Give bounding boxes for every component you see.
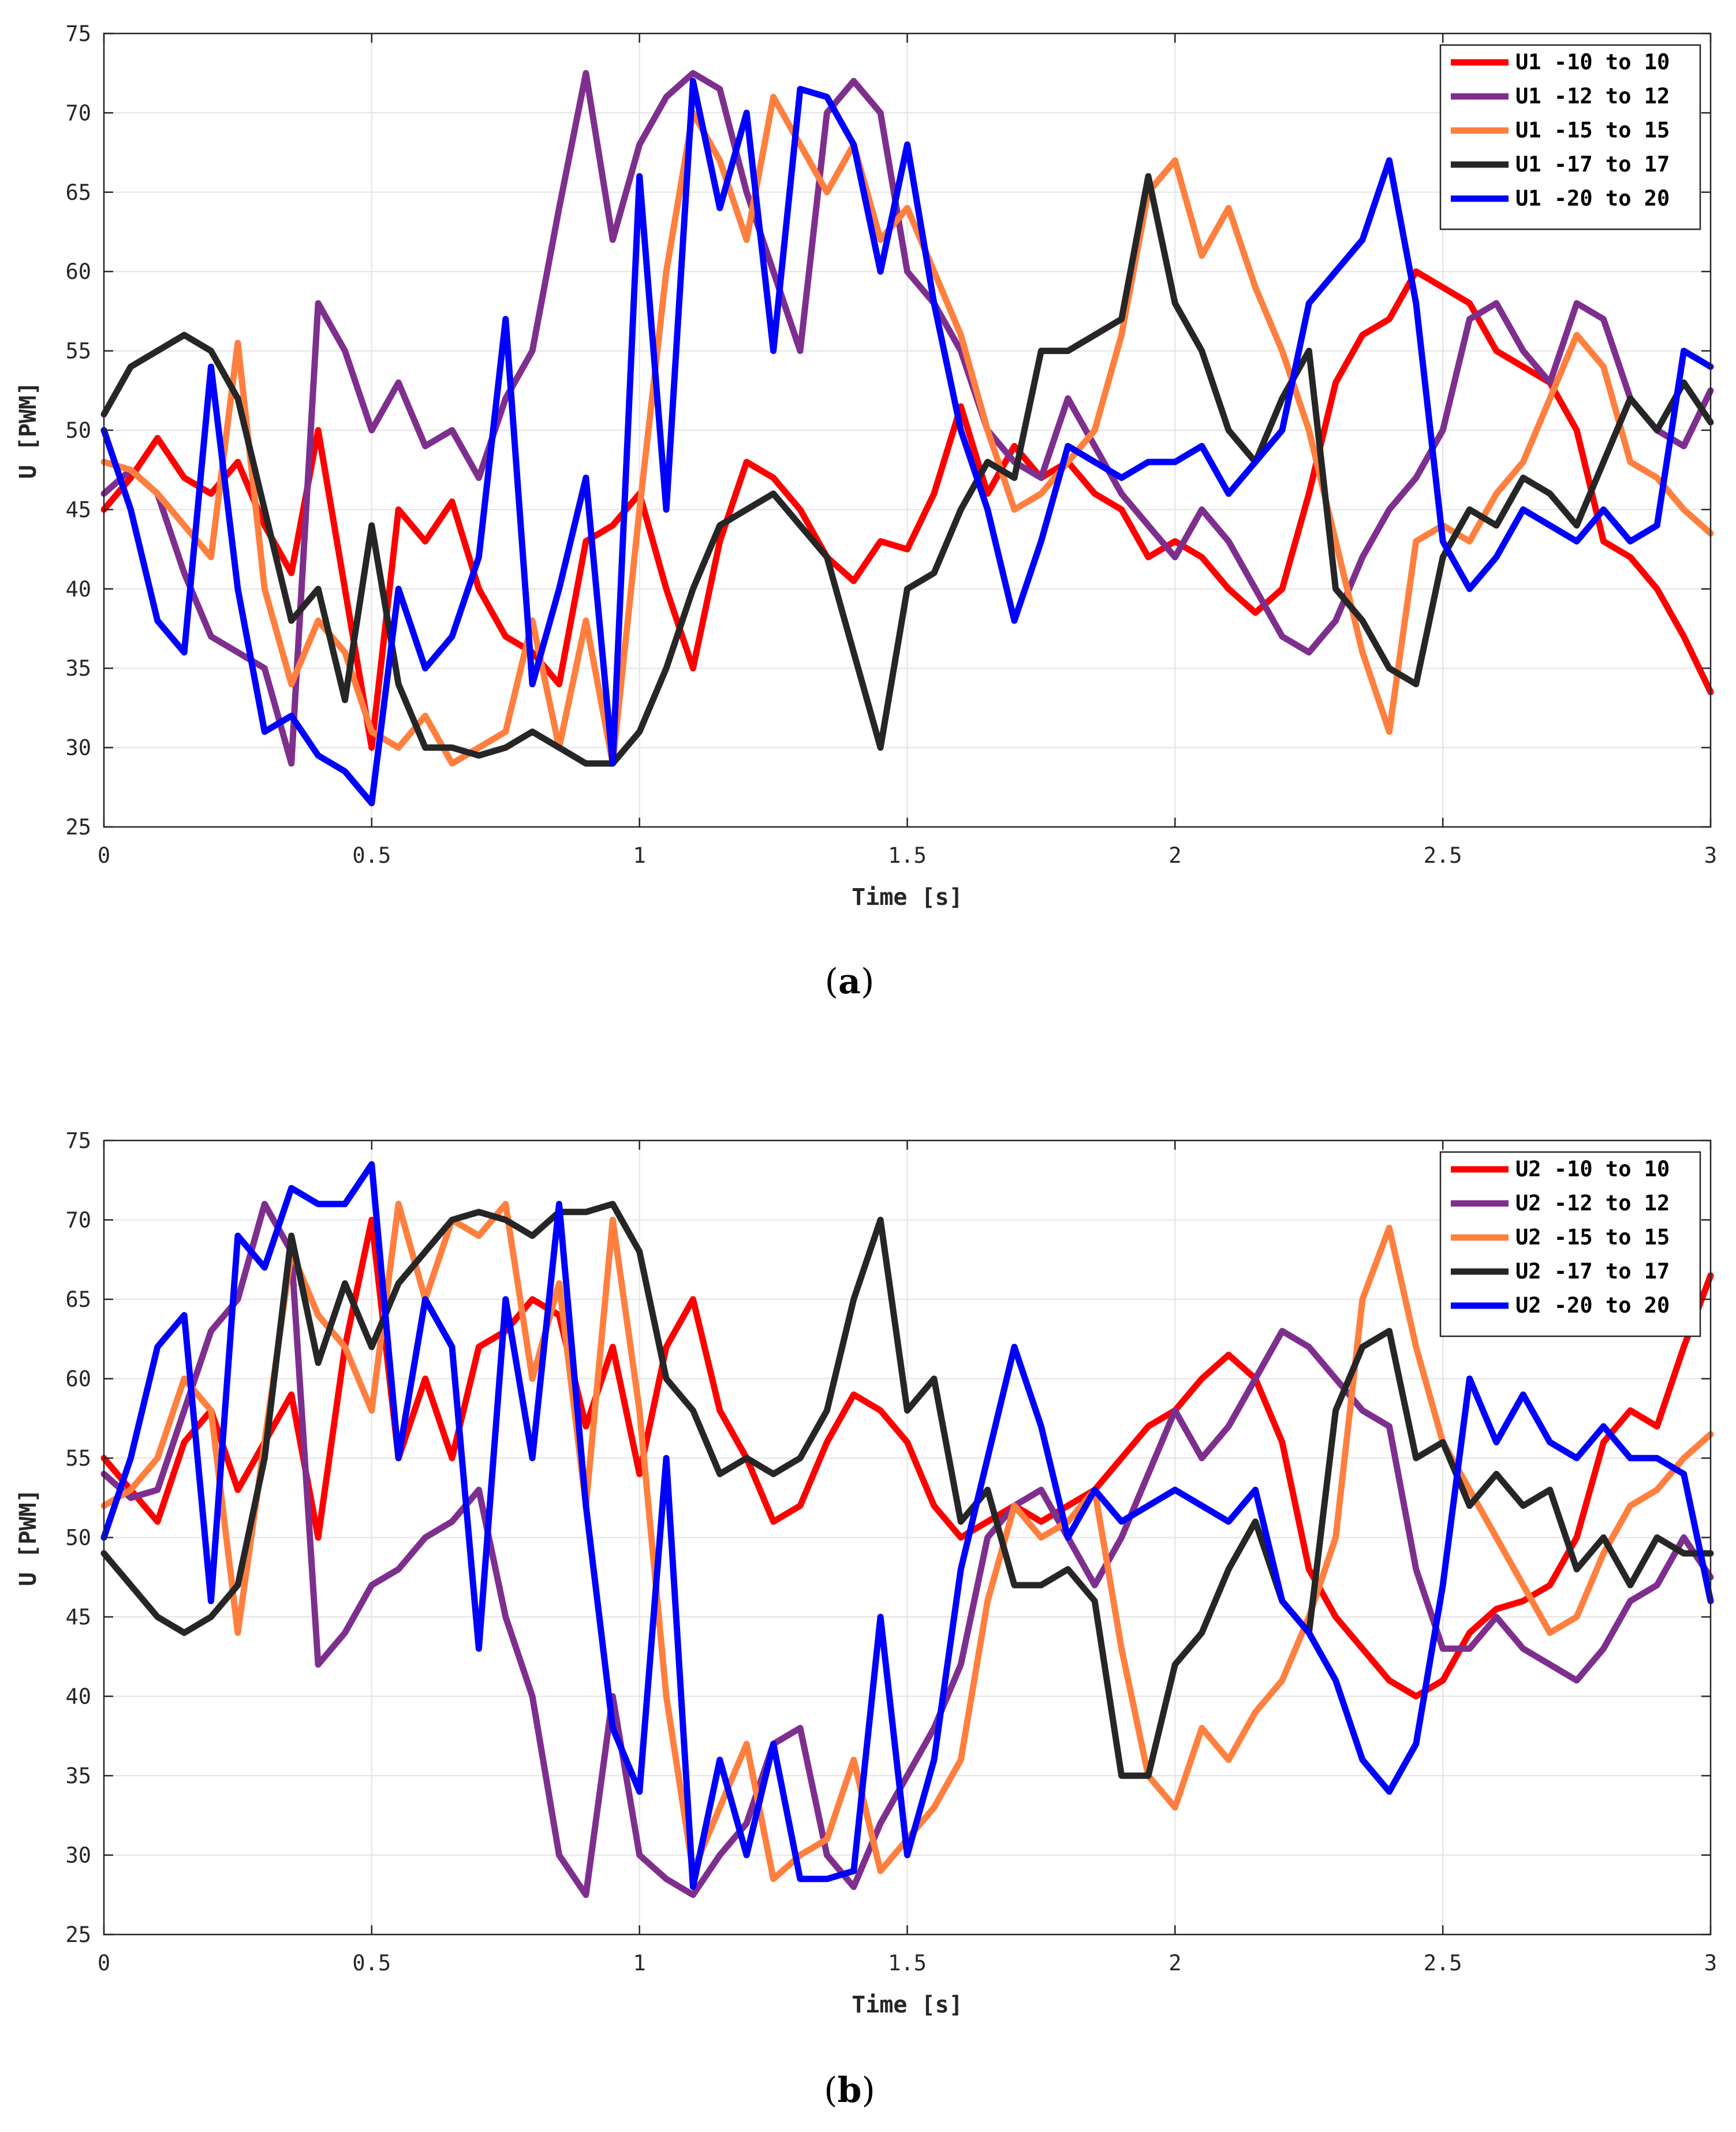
- series-line-2: [100, 1201, 1714, 1898]
- legend-label-3: U2 -15 to 15: [1515, 1225, 1670, 1250]
- y-tick-label: 50: [65, 1526, 91, 1550]
- x-axis-label: Time [s]: [852, 1992, 963, 2018]
- legend: U2 -10 to 10 U2 -12 to 12 U2 -15 to 15 U2 -…: [1439, 1151, 1701, 1337]
- series-line-2: [100, 70, 1714, 767]
- caption-letter: b: [838, 2070, 862, 2111]
- legend: U1 -10 to 10 U1 -12 to 12 U1 -15 to 15 U1 -…: [1439, 44, 1701, 230]
- x-tick-label: 3: [1704, 843, 1717, 868]
- series-line-5: [100, 77, 1714, 807]
- figure-caption: (b): [824, 2070, 875, 2111]
- x-tick-label: 3: [1704, 1951, 1717, 1976]
- y-tick-label: 30: [65, 736, 91, 761]
- series-line-4: [100, 1201, 1714, 1779]
- legend-label-2: U2 -12 to 12: [1515, 1191, 1670, 1216]
- x-tick-label: 1: [633, 843, 646, 868]
- y-tick-label: 65: [65, 1287, 91, 1312]
- series-line-5: [100, 1161, 1714, 1890]
- caption-open-paren: (: [825, 961, 838, 1002]
- y-tick-label: 35: [65, 656, 91, 681]
- y-tick-label: 45: [65, 497, 91, 522]
- legend-label-1: U2 -10 to 10: [1515, 1157, 1670, 1181]
- y-tick-label: 40: [65, 577, 91, 602]
- x-tick-label: 1.5: [888, 1951, 927, 1976]
- y-tick-label: 60: [65, 259, 91, 284]
- legend-label-4: U2 -17 to 17: [1515, 1259, 1670, 1284]
- series-line-1: [100, 1217, 1714, 1699]
- x-tick-label: 2: [1168, 843, 1181, 868]
- legend-label-2: U1 -12 to 12: [1515, 84, 1670, 109]
- chart-a: 0 0.5 1 1.5 2 2.5 3 25 30 35 40 45 50 55 60 65 70 75 Time …: [15, 21, 1717, 1002]
- x-tick-label: 2.5: [1424, 1951, 1462, 1976]
- caption-close-paren: ): [861, 961, 874, 1002]
- caption-open-paren: (: [824, 2070, 837, 2111]
- legend-label-5: U1 -20 to 20: [1515, 186, 1670, 211]
- y-tick-label: 25: [65, 815, 91, 840]
- y-tick-label: 50: [65, 418, 91, 443]
- y-tick-label: 70: [65, 100, 91, 125]
- caption-close-paren: ): [861, 2070, 875, 2111]
- y-tick-label: 65: [65, 180, 91, 205]
- x-tick-label: 1.5: [888, 843, 927, 868]
- y-tick-label: 60: [65, 1367, 91, 1392]
- y-tick-label: 30: [65, 1843, 91, 1868]
- figure-caption: (a): [825, 961, 875, 1002]
- legend-label-1: U1 -10 to 10: [1515, 50, 1670, 74]
- x-axis-label: Time [s]: [852, 884, 963, 911]
- series-line-1: [100, 268, 1714, 751]
- legend-label-5: U2 -20 to 20: [1515, 1293, 1670, 1318]
- y-tick-label: 75: [65, 1128, 91, 1153]
- legend-label-4: U1 -17 to 17: [1515, 152, 1670, 177]
- y-tick-label: 35: [65, 1764, 91, 1788]
- y-tick-label: 75: [65, 21, 91, 46]
- y-tick-label: 40: [65, 1684, 91, 1709]
- x-tick-label: 0: [98, 843, 110, 868]
- y-tick-label: 25: [65, 1922, 91, 1947]
- x-tick-label: 1: [633, 1951, 646, 1976]
- x-tick-label: 0.5: [352, 843, 391, 868]
- y-tick-label: 45: [65, 1605, 91, 1630]
- chart-b: 0 0.5 1 1.5 2 2.5 3 25 30 35 40 45 50 55 60 65 70 75 Time …: [15, 1128, 1717, 2111]
- x-tick-label: 0: [98, 1951, 110, 1976]
- y-tick-label: 55: [65, 339, 91, 364]
- x-tick-label: 2: [1168, 1951, 1181, 1976]
- x-tick-label: 0.5: [352, 1951, 391, 1976]
- caption-letter: a: [838, 961, 861, 1002]
- y-tick-label: 55: [65, 1446, 91, 1471]
- x-tick-label: 2.5: [1424, 843, 1462, 868]
- y-axis-label: U [PWM]: [15, 1489, 42, 1586]
- legend-label-3: U1 -15 to 15: [1515, 118, 1670, 143]
- y-tick-label: 70: [65, 1208, 91, 1233]
- y-axis-label: U [PWM]: [15, 382, 42, 479]
- series-line-4: [100, 173, 1714, 767]
